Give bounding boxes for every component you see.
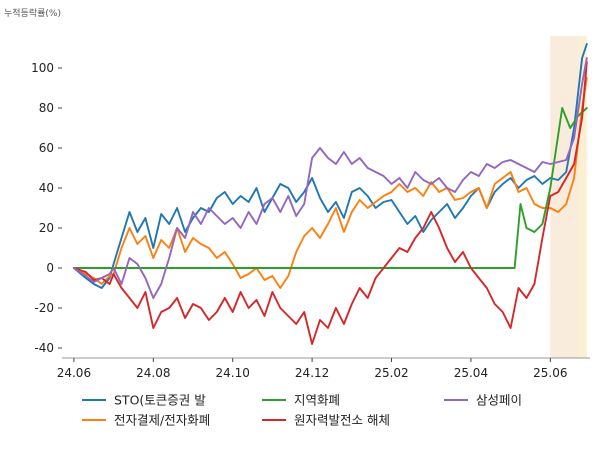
- legend-label-2: 지역화폐: [294, 393, 340, 408]
- x-tick-label: 24.08: [136, 366, 170, 380]
- highlight-bands: [550, 36, 587, 358]
- highlight-band-0: [550, 36, 579, 358]
- x-tick-label: 24.06: [57, 366, 91, 380]
- x-tick-label: 25.06: [533, 366, 567, 380]
- series-line-4: [72, 57, 588, 299]
- x-tick-label: 24.12: [295, 366, 329, 380]
- y-axis-label: 누적등락률(%): [4, 7, 61, 19]
- y-tick-label: 20: [39, 221, 54, 235]
- y-tick-label: -20: [34, 301, 54, 315]
- x-axis: 24.06 24.08 24.10 24.12 25.02 25.04 25.06: [57, 357, 590, 380]
- legend-label-3: 원자력발전소 해체: [294, 413, 390, 428]
- series-line-0: [72, 43, 588, 289]
- y-tick-label: 40: [39, 181, 54, 195]
- x-tick-label: 25.04: [454, 366, 488, 380]
- y-tick-label: -40: [34, 341, 54, 355]
- legend-label-4: 삼성페이: [476, 393, 522, 408]
- legend-label-1: 전자결제/전자화폐: [114, 413, 210, 428]
- x-tick-label: 24.10: [216, 366, 250, 380]
- x-tick-label: 25.02: [374, 366, 408, 380]
- y-tick-label: 100: [31, 61, 54, 75]
- y-axis: -40 -20 0 20 40 60 80 100: [31, 61, 62, 355]
- series-line-1: [72, 77, 588, 289]
- y-tick-label: 60: [39, 141, 54, 155]
- highlight-band-1: [578, 36, 587, 358]
- series-lines: [72, 43, 588, 345]
- series-line-2: [72, 107, 588, 269]
- y-tick-label: 0: [46, 261, 54, 275]
- legend-label-0: STO(토큰증권 발: [114, 393, 206, 408]
- series-line-3: [72, 61, 588, 345]
- y-tick-label: 80: [39, 101, 54, 115]
